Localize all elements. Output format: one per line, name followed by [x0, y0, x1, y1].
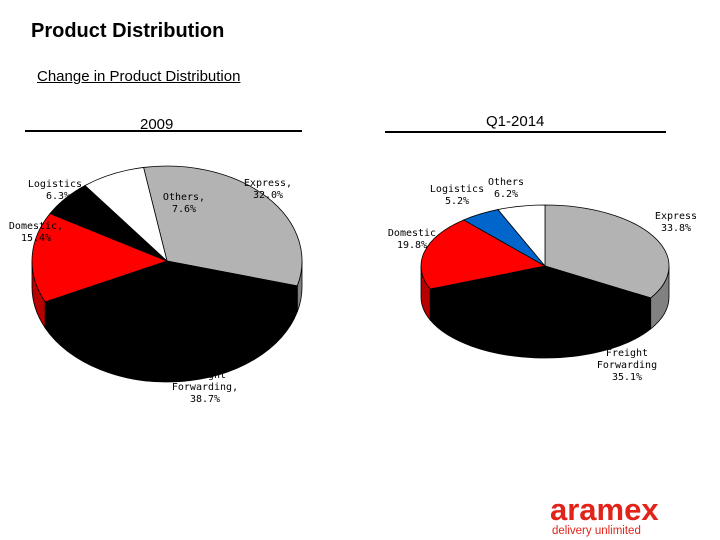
slice-domestic	[31, 213, 169, 303]
slice-label-logistics: Logistics, 6.3%	[28, 179, 88, 202]
title-rule-q1-2014	[385, 131, 666, 133]
page-subtitle: Change in Product Distribution	[37, 68, 241, 85]
aramex-logo: aramex delivery unlimited	[550, 492, 690, 537]
leader-line	[179, 365, 185, 373]
slice-label-domestic: Domestic, 15.4%	[9, 221, 63, 244]
pie-chart-1: Express 33.8% Freight Forwarding 35.1% Domest…	[388, 177, 697, 383]
slice-others	[497, 204, 546, 268]
slice-freight-forwarding	[429, 265, 652, 328]
slice-label-express: Express, 32.0%	[244, 178, 292, 201]
slice-label-express: Express 33.8%	[655, 211, 697, 234]
slice-express	[143, 165, 303, 287]
brand-name: aramex	[550, 492, 659, 527]
title-rule-2009	[25, 130, 302, 132]
slice-domestic	[420, 219, 547, 290]
slice-label-freight-forwarding: Freight Forwarding, 38.7%	[172, 370, 238, 405]
slice-others	[84, 167, 168, 263]
page-title: Product Distribution	[31, 20, 225, 42]
chart-title-2009: 2009	[140, 116, 174, 133]
slice-express	[544, 204, 670, 299]
slice-label-others: Others 6.2%	[488, 177, 524, 200]
slice-label-domestic: Domestic 19.8%	[388, 228, 436, 251]
slice-label-freight-forwarding: Freight Forwarding 35.1%	[597, 348, 657, 383]
chart-title-q1-2014: Q1-2014	[486, 113, 545, 130]
slice-freight-forwarding	[44, 260, 298, 357]
brand-tagline: delivery unlimited	[552, 525, 641, 537]
slice-label-others: Others, 7.6%	[163, 192, 205, 215]
pie-chart-0: Express, 32.0% Freight Forwarding, 38.7% Dome…	[9, 165, 303, 405]
slice-label-logistics: Logistics 5.2%	[430, 184, 484, 207]
